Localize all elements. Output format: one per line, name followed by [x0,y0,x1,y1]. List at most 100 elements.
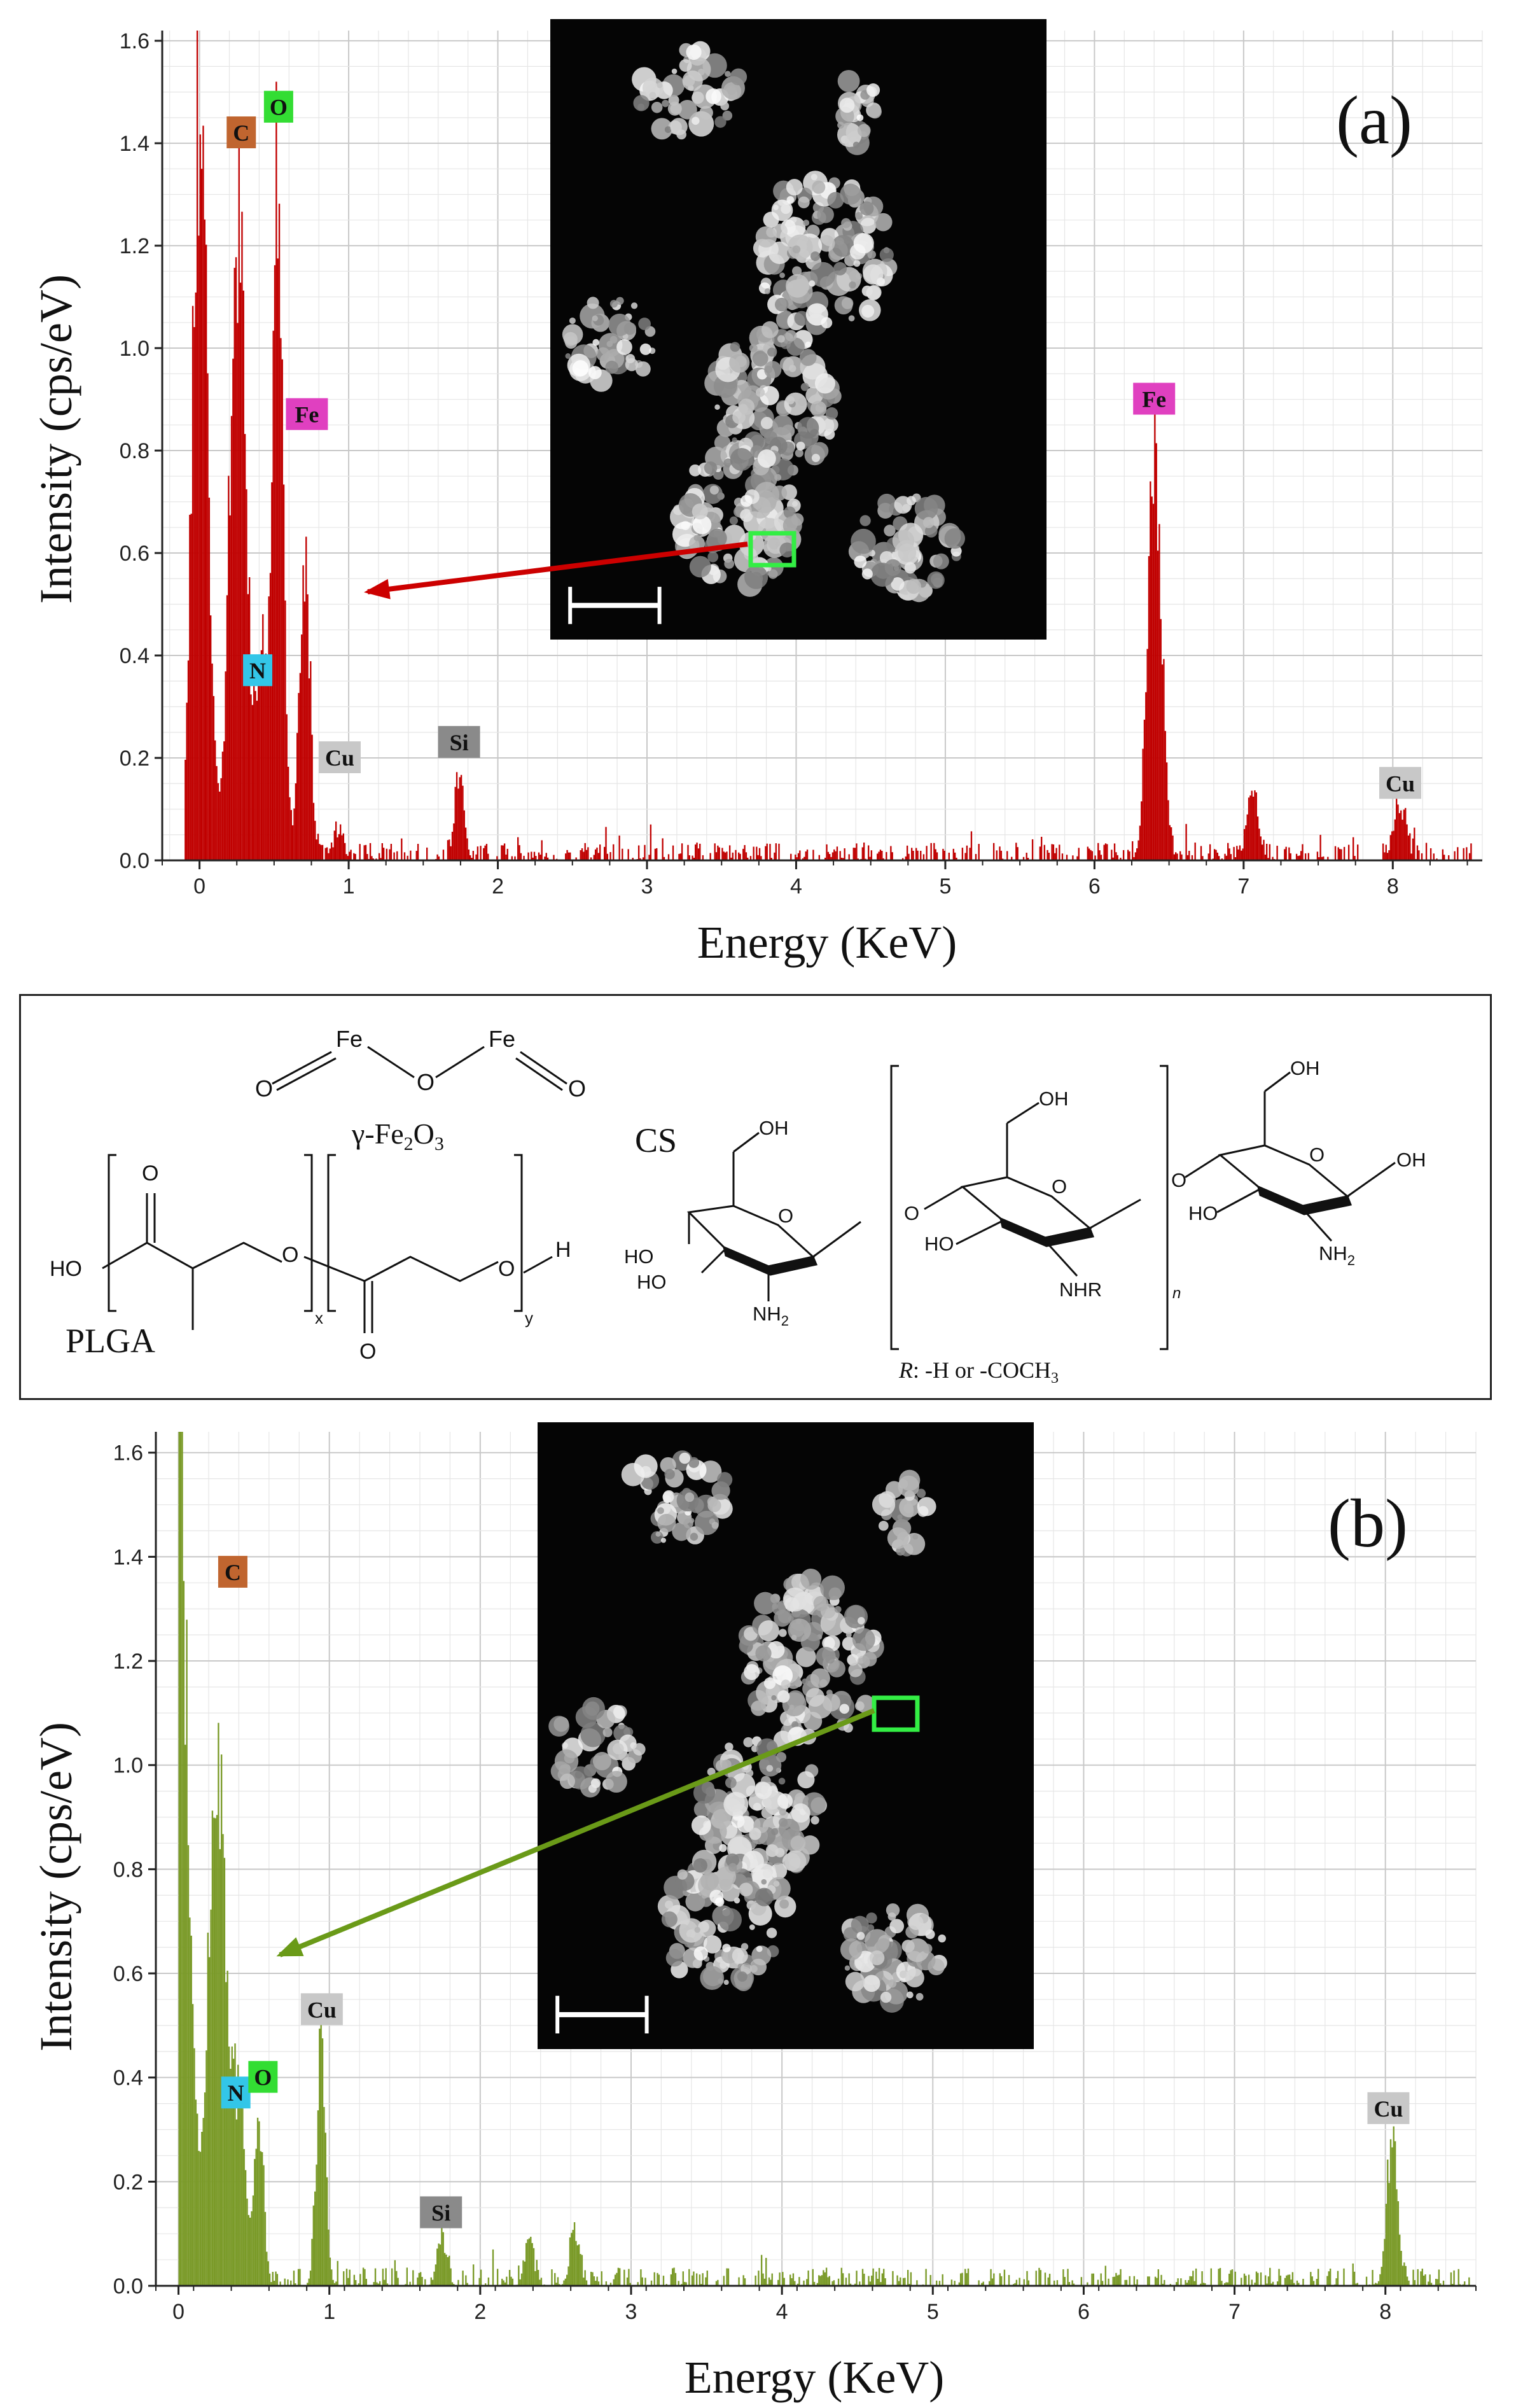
spectrum-bar [833,2280,835,2286]
spectrum-bar [1113,843,1116,860]
element-label-bg [1133,382,1176,415]
spectrum-bar [1384,852,1386,860]
spectrum-bar [225,671,226,860]
spectrum-bar [1384,2239,1386,2286]
y-tick-label: 1.4 [120,132,150,156]
spectrum-bar [674,2272,677,2286]
spectrum-bar [566,850,568,860]
spectrum-bar [1158,524,1160,860]
spectrum-bar [191,305,194,860]
spectrum-bar [590,2271,592,2286]
spectrum-bar [626,2277,629,2286]
sem-particle [812,180,826,194]
spectrum-bar [431,2279,434,2286]
element-label: Cu [1386,771,1415,796]
spectrum-bar [1457,847,1459,860]
spectrum-bars-b [178,1432,1470,2286]
spectrum-bar [991,2278,994,2286]
spectrum-bar [739,853,741,860]
spectrum-bar [366,853,368,860]
x-tick-label: 1 [343,874,355,899]
spectrum-bar [906,845,908,860]
spectrum-bar [1209,844,1211,860]
spectrum-bar [726,851,728,860]
spectrum-bar [244,433,246,860]
spectrum-bar [795,854,796,860]
spectrum-bar [901,858,904,860]
spectrum-bar [296,732,298,860]
spectrum-bar [662,2276,665,2286]
spectrum-bar [1397,2201,1400,2286]
sem-particle [634,1454,658,1478]
spectrum-bar [1127,850,1129,860]
spectrum-bar [518,2265,520,2286]
eds-spectrum-b: 0 1 2 3 4 5 6 7 8 0.0 0.2 0.4 0.6 0.8 1.0 1.2 1.4 1.6 C NO… [31,1422,1477,2403]
spectrum-bar [214,740,216,860]
spectrum-bar [774,852,775,860]
element-label: Si [431,2200,450,2225]
plga-h: H [555,1238,571,1262]
sem-particle [906,1991,914,1999]
sem-particle [760,386,779,405]
sem-particle [916,1488,926,1498]
spectrum-bar [1224,853,1226,860]
spectrum-bar [954,2281,956,2286]
sem-particle [898,543,917,563]
spectrum-bar [908,853,910,860]
sem-particle [657,1513,676,1532]
spectrum-bar [641,2277,643,2286]
spectrum-bar [1219,2267,1221,2286]
spectrum-bar [943,850,945,860]
spectrum-bar [1377,2281,1380,2286]
spectrum-bar [506,848,508,860]
spectrum-bar [1406,824,1408,860]
spectrum-bar [802,858,804,860]
spectrum-bar [260,650,263,860]
spectrum-bar [229,515,231,860]
spectrum-bar [765,846,767,860]
sem-particle [616,339,632,355]
sem-particle [749,1958,767,1976]
spectrum-bar [202,125,204,860]
spectrum-bar [187,1845,190,2286]
spectrum-bar [244,2170,247,2286]
spectrum-bar [191,2004,194,2286]
spectrum-bar [480,846,482,860]
sem-particle [823,417,838,433]
sem-particle [782,1587,807,1612]
sem-particle [787,234,813,260]
spectrum-bar [970,831,973,860]
element-label-bg [263,90,293,123]
sem-particle [844,1965,851,1971]
spectrum-bar [372,858,374,860]
spectrum-bar [302,565,304,860]
sem-particle [692,515,712,535]
spectrum-bar [863,842,865,860]
sem-particle [661,1911,678,1928]
spectrum-bar [981,2283,983,2286]
spectrum-bar [228,2046,230,2286]
spectrum-bar [1418,850,1420,860]
sem-particle [729,352,750,373]
spectrum-bar [439,2244,442,2286]
spectrum-bar [1326,2276,1328,2286]
spectrum-bar [803,2280,805,2286]
sem-particle [795,449,803,458]
spectrum-bar [730,857,732,860]
spectrum-bar [1201,2271,1203,2286]
spectrum-bar [964,2269,966,2286]
sem-particle [723,1791,749,1817]
spectrum-bar [1116,2275,1118,2286]
spectrum-bar [545,853,547,860]
sem-particle [716,1472,733,1488]
spectrum-bar [1414,2280,1416,2286]
element-label: C [233,120,249,146]
spectrum-bar [1304,853,1307,860]
sem-particle [796,441,805,451]
spectrum-bar [1118,2274,1120,2286]
spectrum-bar [606,853,609,860]
sem-particle [682,70,703,92]
spectrum-bar [948,852,950,860]
spectrum-bar [319,2028,321,2286]
y-tick-label: 0.0 [120,849,150,873]
